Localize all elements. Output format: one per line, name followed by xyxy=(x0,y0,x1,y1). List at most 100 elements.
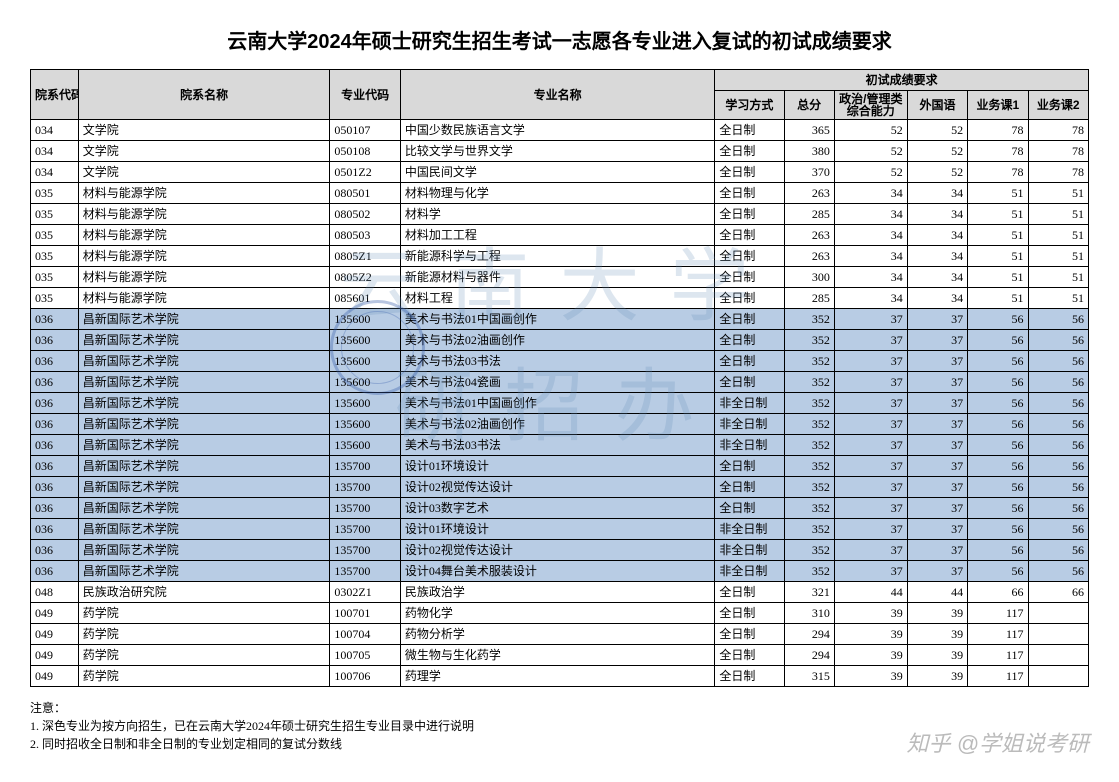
cell-dept-code: 036 xyxy=(31,540,79,561)
cell-foreign: 37 xyxy=(907,561,967,582)
cell-course2: 56 xyxy=(1028,540,1088,561)
cell-dept-name: 昌新国际艺术学院 xyxy=(78,372,330,393)
cell-politics: 37 xyxy=(834,351,907,372)
cell-dept-code: 036 xyxy=(31,561,79,582)
cell-major-code: 0805Z2 xyxy=(330,267,400,288)
cell-major-code: 135600 xyxy=(330,330,400,351)
cell-course1: 56 xyxy=(968,309,1028,330)
cell-total: 352 xyxy=(784,330,834,351)
table-row: 036昌新国际艺术学院135600美术与书法04瓷画全日制35237375656 xyxy=(31,372,1089,393)
cell-foreign: 37 xyxy=(907,477,967,498)
cell-politics: 39 xyxy=(834,666,907,687)
cell-total: 352 xyxy=(784,456,834,477)
table-row: 035材料与能源学院0805Z2新能源材料与器件全日制30034345151 xyxy=(31,267,1089,288)
cell-course2: 51 xyxy=(1028,204,1088,225)
cell-mode: 全日制 xyxy=(715,666,784,687)
cell-mode: 全日制 xyxy=(715,162,784,183)
cell-major-name: 设计01环境设计 xyxy=(400,519,715,540)
cell-major-code: 135700 xyxy=(330,477,400,498)
cell-politics: 37 xyxy=(834,540,907,561)
cell-dept-code: 036 xyxy=(31,309,79,330)
cell-course1: 56 xyxy=(968,351,1028,372)
cell-major-name: 材料加工工程 xyxy=(400,225,715,246)
cell-foreign: 34 xyxy=(907,225,967,246)
cell-dept-name: 昌新国际艺术学院 xyxy=(78,498,330,519)
table-row: 036昌新国际艺术学院135600美术与书法01中国画创作非全日制3523737… xyxy=(31,393,1089,414)
cell-foreign: 37 xyxy=(907,519,967,540)
cell-politics: 37 xyxy=(834,330,907,351)
cell-politics: 39 xyxy=(834,645,907,666)
cell-foreign: 39 xyxy=(907,603,967,624)
cell-politics: 52 xyxy=(834,141,907,162)
cell-dept-code: 049 xyxy=(31,603,79,624)
cell-course2: 56 xyxy=(1028,519,1088,540)
cell-course1: 56 xyxy=(968,372,1028,393)
cell-mode: 非全日制 xyxy=(715,393,784,414)
cell-foreign: 52 xyxy=(907,141,967,162)
cell-politics: 37 xyxy=(834,498,907,519)
cell-major-name: 设计02视觉传达设计 xyxy=(400,540,715,561)
th-dept-code: 院系代码 xyxy=(31,70,79,120)
cell-politics: 52 xyxy=(834,120,907,141)
cell-major-name: 中国民间文学 xyxy=(400,162,715,183)
table-row: 036昌新国际艺术学院135700设计01环境设计非全日制35237375656 xyxy=(31,519,1089,540)
cell-total: 294 xyxy=(784,624,834,645)
cell-foreign: 37 xyxy=(907,456,967,477)
cell-dept-code: 034 xyxy=(31,141,79,162)
cell-major-name: 比较文学与世界文学 xyxy=(400,141,715,162)
cell-course1: 56 xyxy=(968,477,1028,498)
cell-dept-code: 035 xyxy=(31,288,79,309)
cell-total: 352 xyxy=(784,351,834,372)
cell-mode: 全日制 xyxy=(715,372,784,393)
cell-dept-name: 昌新国际艺术学院 xyxy=(78,414,330,435)
cell-foreign: 37 xyxy=(907,330,967,351)
cell-politics: 37 xyxy=(834,561,907,582)
cell-course2: 56 xyxy=(1028,456,1088,477)
cell-politics: 34 xyxy=(834,204,907,225)
cell-dept-name: 文学院 xyxy=(78,162,330,183)
cell-dept-code: 036 xyxy=(31,435,79,456)
cell-mode: 全日制 xyxy=(715,456,784,477)
cell-major-name: 设计04舞台美术服装设计 xyxy=(400,561,715,582)
cell-course1: 117 xyxy=(968,645,1028,666)
th-group: 初试成绩要求 xyxy=(715,70,1089,91)
cell-dept-code: 036 xyxy=(31,351,79,372)
cell-total: 263 xyxy=(784,246,834,267)
cell-course2 xyxy=(1028,603,1088,624)
cell-course1: 51 xyxy=(968,288,1028,309)
cell-course2 xyxy=(1028,666,1088,687)
cell-course2: 78 xyxy=(1028,141,1088,162)
cell-course1: 56 xyxy=(968,330,1028,351)
cell-course1: 56 xyxy=(968,456,1028,477)
cell-foreign: 39 xyxy=(907,666,967,687)
cell-dept-name: 昌新国际艺术学院 xyxy=(78,561,330,582)
cell-dept-name: 昌新国际艺术学院 xyxy=(78,456,330,477)
cell-dept-name: 文学院 xyxy=(78,120,330,141)
cell-major-name: 美术与书法01中国画创作 xyxy=(400,309,715,330)
cell-mode: 非全日制 xyxy=(715,540,784,561)
cell-major-name: 新能源科学与工程 xyxy=(400,246,715,267)
table-row: 034文学院0501Z2中国民间文学全日制37052527878 xyxy=(31,162,1089,183)
cell-major-code: 135600 xyxy=(330,414,400,435)
cell-major-name: 美术与书法03书法 xyxy=(400,435,715,456)
cell-course2: 56 xyxy=(1028,561,1088,582)
cell-dept-name: 民族政治研究院 xyxy=(78,582,330,603)
cell-dept-code: 036 xyxy=(31,498,79,519)
cell-foreign: 37 xyxy=(907,414,967,435)
cell-dept-code: 049 xyxy=(31,645,79,666)
notes-label: 注意： xyxy=(30,699,1089,717)
cell-dept-name: 材料与能源学院 xyxy=(78,225,330,246)
cell-major-code: 135700 xyxy=(330,498,400,519)
cell-major-name: 设计01环境设计 xyxy=(400,456,715,477)
cell-major-code: 135600 xyxy=(330,309,400,330)
cell-major-name: 材料物理与化学 xyxy=(400,183,715,204)
table-row: 034文学院050107中国少数民族语言文学全日制36552527878 xyxy=(31,120,1089,141)
cell-major-code: 135700 xyxy=(330,519,400,540)
cell-politics: 37 xyxy=(834,477,907,498)
cell-course1: 117 xyxy=(968,603,1028,624)
cell-course1: 56 xyxy=(968,498,1028,519)
cell-course2: 51 xyxy=(1028,225,1088,246)
cell-major-code: 080502 xyxy=(330,204,400,225)
score-table: 院系代码 院系名称 专业代码 专业名称 初试成绩要求 学习方式 总分 政治/管理… xyxy=(30,69,1089,687)
cell-dept-code: 048 xyxy=(31,582,79,603)
